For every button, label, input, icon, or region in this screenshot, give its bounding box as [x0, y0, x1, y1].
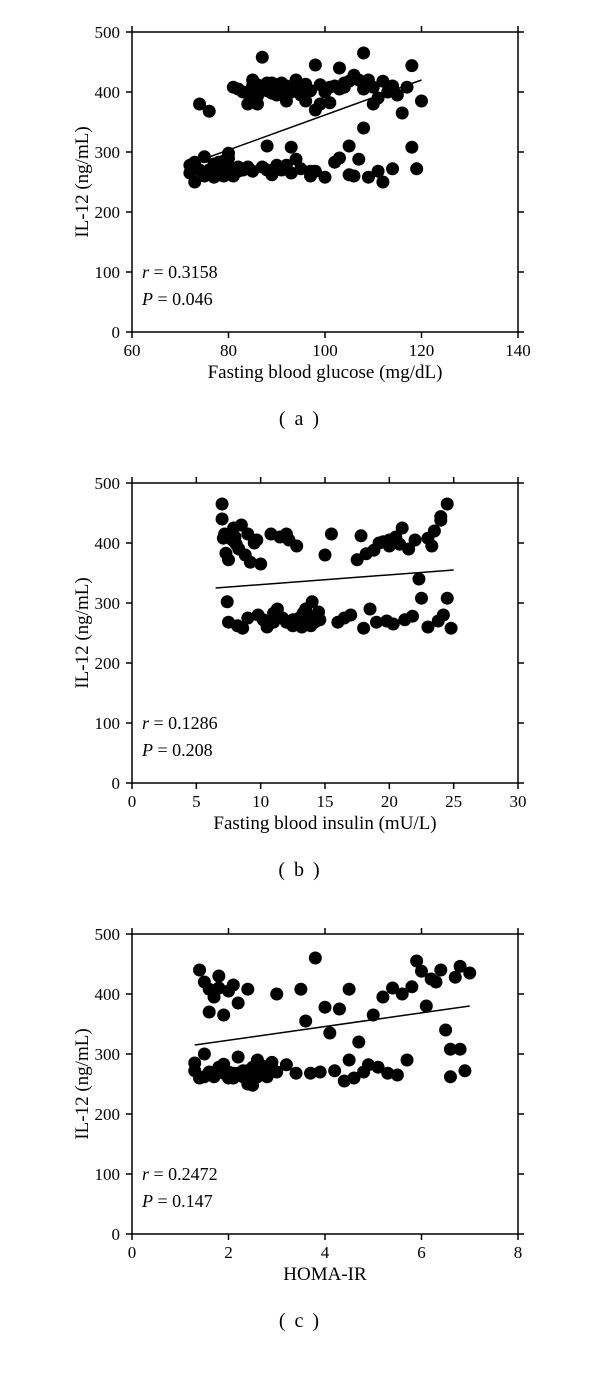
- stats-annotation: r = 0.3158 P = 0.046: [141, 262, 218, 309]
- x-tick-label: 8: [514, 1243, 523, 1262]
- x-tick-label: 2: [224, 1243, 233, 1262]
- x-tick-label: 80: [220, 341, 237, 360]
- x-axis-ticks: 0 2 4 6 8: [128, 928, 523, 1262]
- x-tick-label: 120: [409, 341, 435, 360]
- scatter-plot-a: 60 80 100 120 140 0 100 200 300 400 500 Fasting blo…: [70, 20, 530, 390]
- x-tick-label: 100: [312, 341, 338, 360]
- y-tick-label: 300: [95, 1045, 121, 1064]
- data-points: [188, 952, 476, 1092]
- svg-text:P = 0.208: P = 0.208: [141, 740, 213, 760]
- svg-text:P = 0.147: P = 0.147: [141, 1191, 213, 1211]
- scatter-plot-c: 0 2 4 6 8 0 100 200 300 400 500 HOMA-IR IL-12 (ng/mL…: [70, 922, 530, 1292]
- x-axis-label: HOMA-IR: [283, 1264, 367, 1285]
- y-tick-label: 500: [95, 23, 121, 42]
- plot-wrap-a: 60 80 100 120 140 0 100 200 300 400 500 Fasting blo…: [70, 20, 530, 390]
- y-tick-label: 0: [112, 323, 121, 342]
- svg-text:P = 0.046: P = 0.046: [141, 289, 213, 309]
- panel-label-c: ( c ): [279, 1310, 321, 1333]
- x-tick-label: 60: [124, 341, 141, 360]
- y-axis-label: IL-12 (ng/mL): [72, 577, 93, 688]
- x-tick-label: 20: [381, 792, 398, 811]
- y-tick-label: 0: [112, 1225, 121, 1244]
- y-tick-label: 100: [95, 263, 121, 282]
- y-axis-label: IL-12 (ng/mL): [72, 126, 93, 237]
- y-tick-label: 200: [95, 1105, 121, 1124]
- y-tick-label: 100: [95, 1165, 121, 1184]
- panel-label-a: ( a ): [279, 408, 321, 431]
- x-axis-ticks: 0 5 10 15 20 25 30: [128, 477, 527, 811]
- trend-line: [195, 1006, 470, 1045]
- y-tick-label: 500: [95, 474, 121, 493]
- panel-b: 0510152025300100200300400500Fasting bloo…: [20, 471, 580, 882]
- svg-text:r = 0.1286: r = 0.1286: [142, 713, 218, 733]
- x-tick-label: 4: [321, 1243, 330, 1262]
- y-tick-label: 400: [95, 83, 121, 102]
- y-axis-label: IL-12 (ng/mL): [72, 1028, 93, 1139]
- y-tick-label: 0: [112, 774, 121, 793]
- panel-c: 0 2 4 6 8 0 100 200 300 400 500 HOMA-IR IL-12 (ng/mL…: [20, 922, 580, 1333]
- panels-container: 60801001201400100200300400500Fasting blo…: [20, 20, 580, 1333]
- x-tick-label: 10: [252, 792, 269, 811]
- data-points: [183, 47, 428, 189]
- svg-text:r = 0.3158: r = 0.3158: [142, 262, 218, 282]
- data-points: [216, 498, 458, 635]
- y-tick-label: 500: [95, 925, 121, 944]
- x-axis-label: Fasting blood glucose (mg/dL): [208, 362, 443, 383]
- panel-a: 60 80 100 120 140 0 100 200 300 400 500 Fasting blo…: [20, 20, 580, 431]
- y-tick-label: 100: [95, 714, 121, 733]
- x-tick-label: 140: [505, 341, 530, 360]
- y-tick-label: 300: [95, 143, 121, 162]
- y-tick-label: 300: [95, 594, 121, 613]
- x-tick-label: 6: [417, 1243, 426, 1262]
- y-tick-label: 200: [95, 654, 121, 673]
- x-tick-label: 0: [128, 1243, 137, 1262]
- panel-label-b: ( b ): [278, 859, 321, 882]
- y-tick-label: 400: [95, 985, 121, 1004]
- plot-wrap-b: 0510152025300100200300400500Fasting bloo…: [70, 471, 530, 841]
- svg-text:r = 0.2472: r = 0.2472: [142, 1164, 218, 1184]
- x-tick-label: 5: [192, 792, 201, 811]
- scatter-plot-b: 0510152025300100200300400500Fasting bloo…: [70, 471, 530, 841]
- y-tick-label: 400: [95, 534, 121, 553]
- x-axis-label: Fasting blood insulin (mU/L): [213, 813, 436, 834]
- x-tick-label: 0: [128, 792, 137, 811]
- x-tick-label: 30: [510, 792, 527, 811]
- plot-wrap-c: 0 2 4 6 8 0 100 200 300 400 500 HOMA-IR IL-12 (ng/mL…: [70, 922, 530, 1292]
- stats-annotation: r = 0.2472 P = 0.147: [141, 1164, 218, 1211]
- x-tick-label: 25: [445, 792, 462, 811]
- x-tick-label: 15: [317, 792, 334, 811]
- stats-annotation: r = 0.1286 P = 0.208: [141, 713, 218, 760]
- x-axis-ticks: 60 80 100 120 140: [124, 26, 531, 360]
- y-tick-label: 200: [95, 203, 121, 222]
